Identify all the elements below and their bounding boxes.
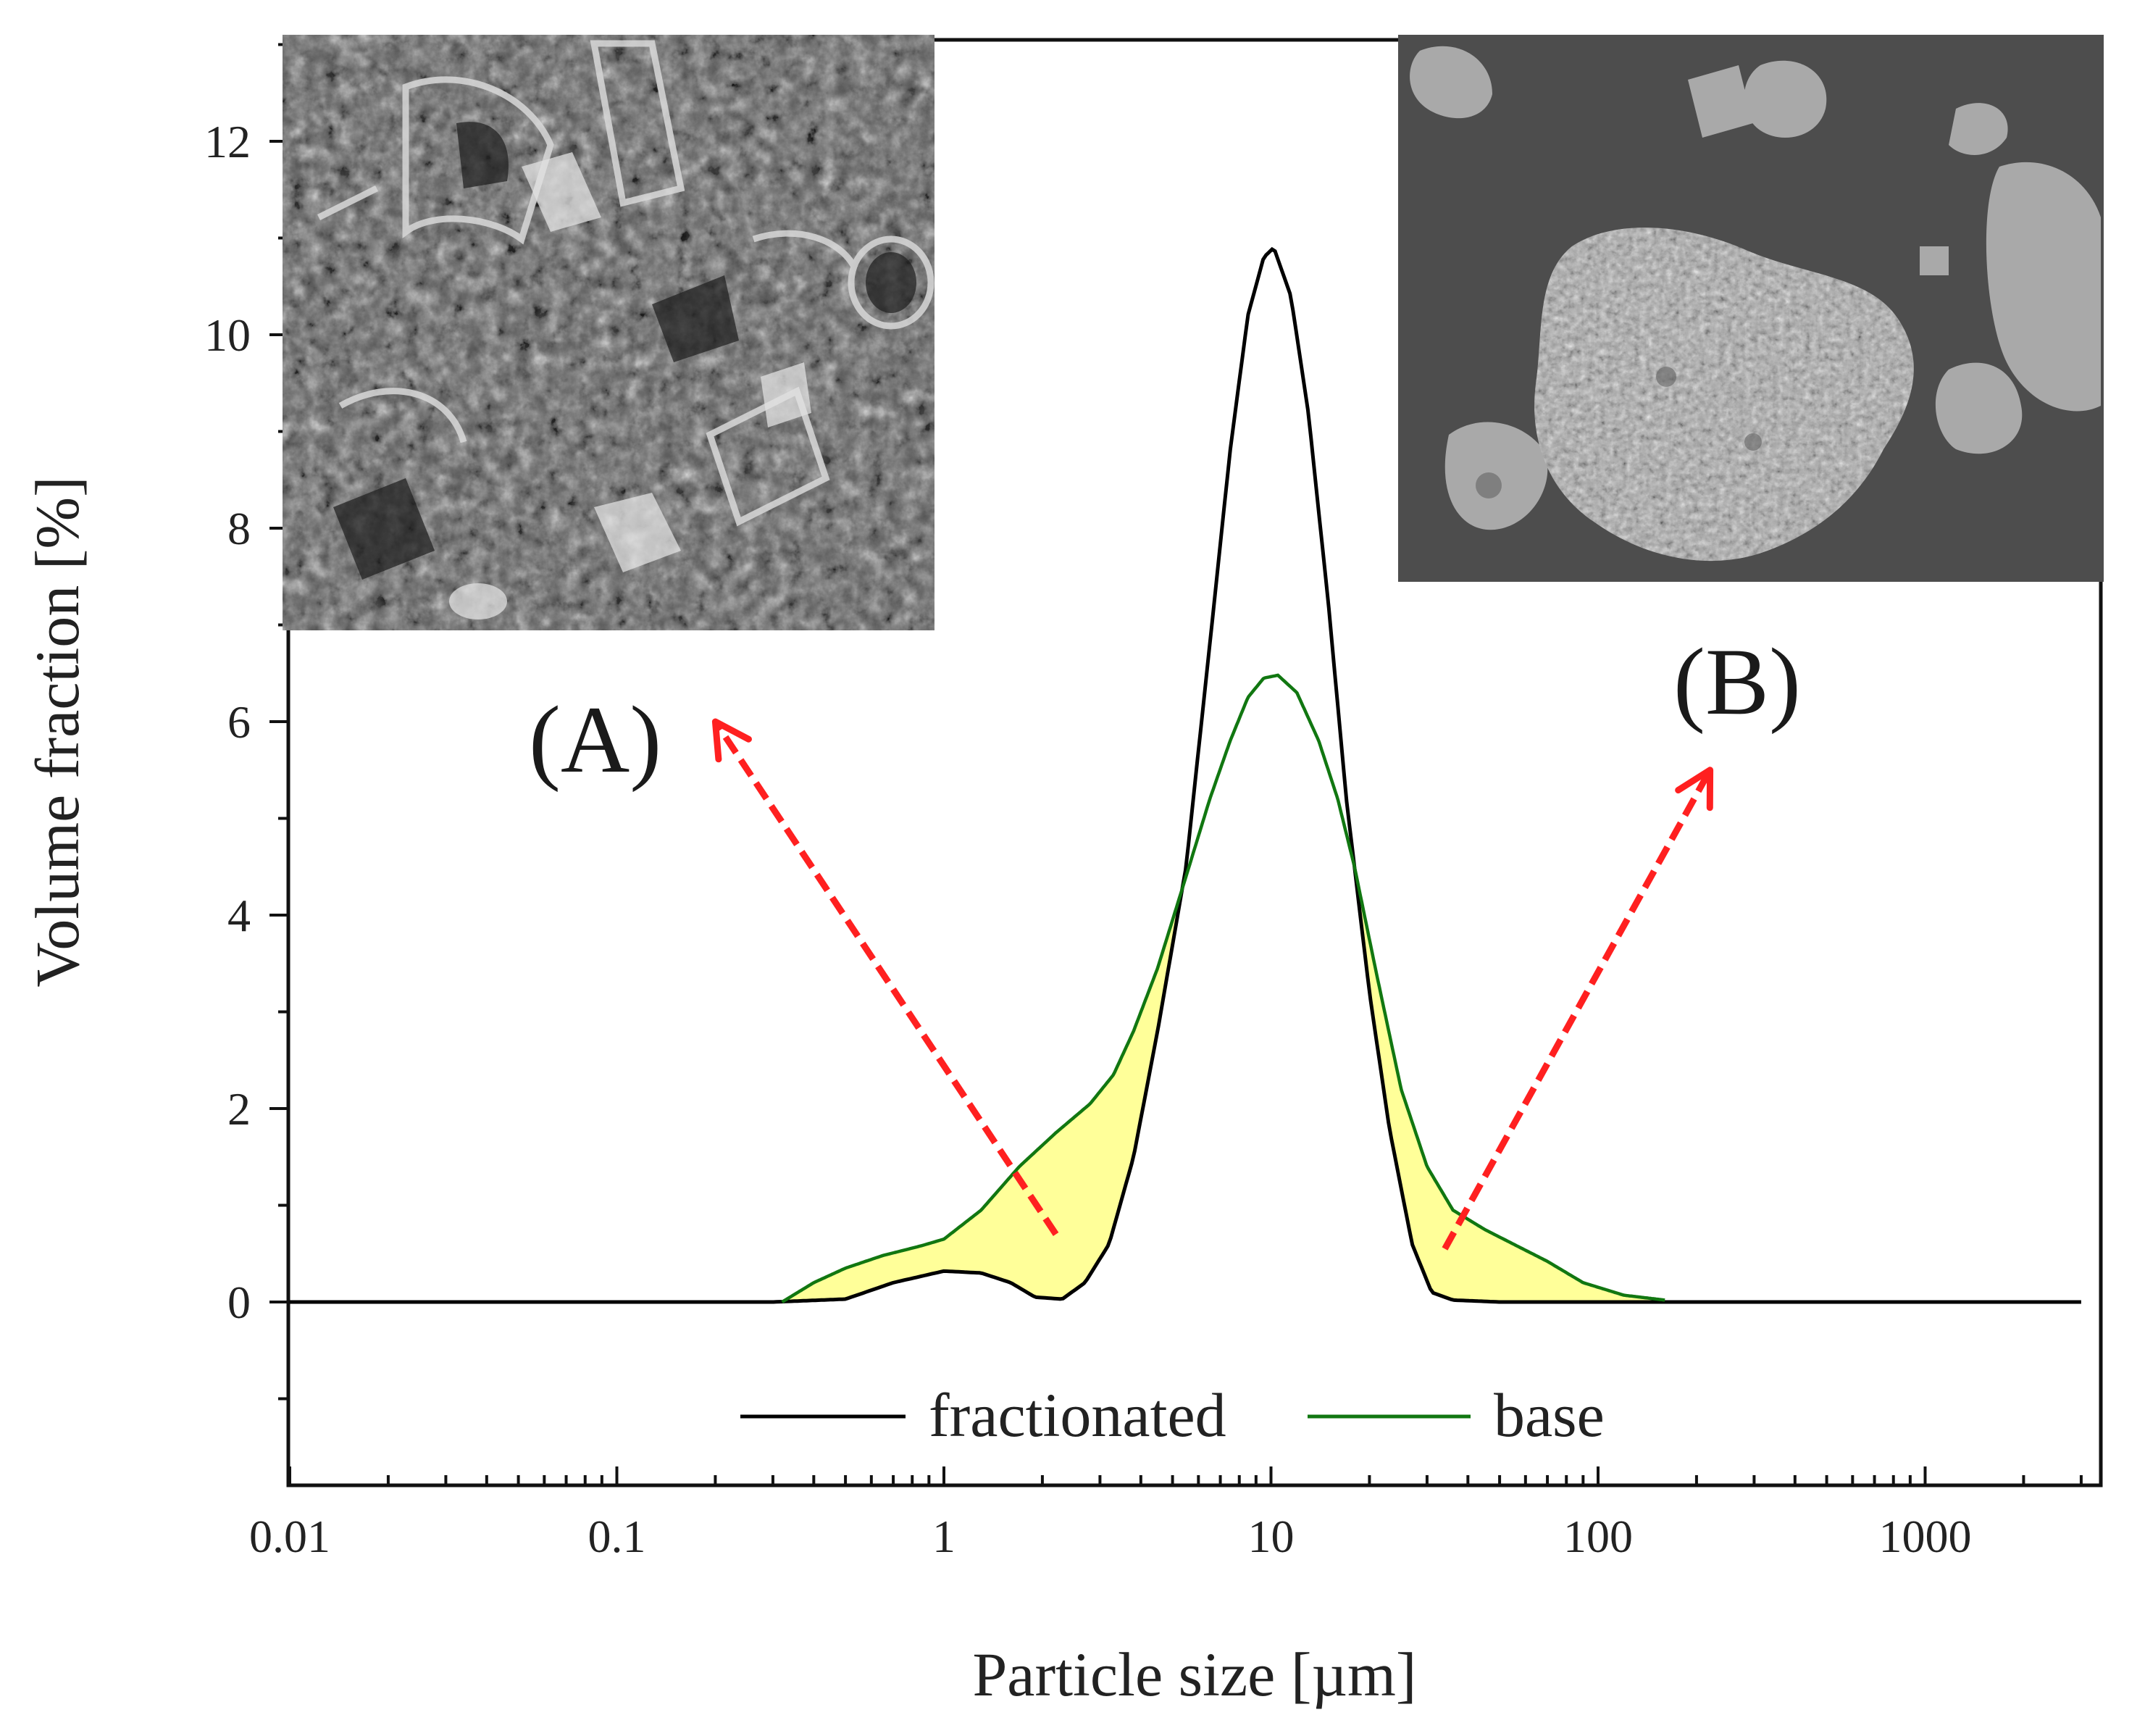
- series-layer: [290, 246, 2081, 1304]
- x-tick-label: 1000: [1879, 1511, 1972, 1562]
- annotation-arrowhead-b: [1675, 767, 1714, 811]
- x-tick-label: 1: [932, 1511, 956, 1562]
- panel-label-b: (B): [1673, 628, 1801, 735]
- sem-inset-b-image: [1398, 35, 2104, 582]
- annotation-arrow-b: [1442, 768, 1713, 1251]
- difference-fill: [784, 873, 1665, 1302]
- x-tick-label: 0.01: [249, 1511, 330, 1562]
- x-tick-label: 10: [1248, 1511, 1295, 1562]
- x-axis: 0.01 0.1 1 10 100 1000: [249, 1466, 2083, 1562]
- annotations: [711, 718, 1714, 1251]
- fill-region-1: [1355, 873, 1665, 1302]
- y-tick-label: 8: [227, 503, 251, 554]
- legend: fractionated base: [740, 1380, 1605, 1450]
- legend-label-fractionated: fractionated: [929, 1380, 1226, 1450]
- fill-region-0: [784, 890, 1182, 1302]
- y-tick-label: 12: [204, 116, 251, 167]
- series-line-fractionated: [290, 246, 2081, 1304]
- legend-label-base: base: [1494, 1380, 1605, 1450]
- panel-label-a: (A): [529, 686, 661, 793]
- x-axis-title: Particle size [µm]: [972, 1640, 1416, 1709]
- x-tick-label: 0.1: [588, 1511, 646, 1562]
- series-line-base: [781, 673, 1665, 1303]
- y-tick-label: 2: [227, 1083, 251, 1135]
- sem-inset-a-image: [283, 35, 934, 630]
- y-tick-label: 10: [204, 309, 251, 361]
- annotation-arrowhead-a: [711, 718, 752, 763]
- y-tick-label: 4: [227, 890, 251, 941]
- y-tick-label: 6: [227, 696, 251, 748]
- y-axis: 0 2 4 6 8 10 12: [204, 43, 288, 1401]
- x-tick-label: 100: [1563, 1511, 1633, 1562]
- annotation-arrow-a: [712, 719, 1059, 1237]
- y-tick-label: 0: [227, 1277, 251, 1328]
- y-axis-title: Volume fraction [%]: [22, 476, 92, 987]
